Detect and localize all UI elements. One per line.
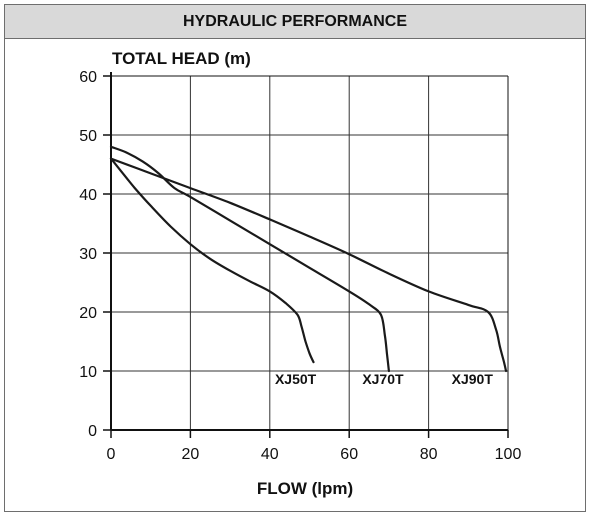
y-tick-label: 50: [79, 128, 97, 145]
y-tick-label: 20: [79, 305, 97, 322]
x-tick-label: 40: [261, 446, 279, 463]
series-lines: [109, 145, 508, 373]
x-tick-label: 20: [182, 446, 200, 463]
series-line-xj70t: [109, 145, 390, 373]
y-tick-label: 10: [79, 364, 97, 381]
y-tick-label: 40: [79, 187, 97, 204]
x-tick-label: 80: [420, 446, 438, 463]
curve-label-xj50t: XJ50T: [275, 371, 317, 387]
x-axis-title: FLOW (lpm): [257, 479, 353, 498]
x-tick-label: 60: [340, 446, 358, 463]
y-tick-label: 60: [79, 69, 97, 86]
x-tick-label: 100: [495, 446, 522, 463]
tick-labels: 0 20 40 60 80 100 0 10 20 30 40 50 60: [79, 69, 521, 463]
curve-labels: XJ50T XJ70T XJ90T: [275, 371, 493, 387]
y-tick-label: 30: [79, 246, 97, 263]
y-axis-title: TOTAL HEAD (m): [112, 49, 251, 68]
axes: [103, 72, 509, 438]
chart-header: HYDRAULIC PERFORMANCE: [5, 5, 585, 39]
chart-panel: HYDRAULIC PERFORMANCE: [4, 4, 586, 512]
x-tick-label: 0: [107, 446, 116, 463]
y-tick-label: 0: [88, 423, 97, 440]
series-line-xj90t: [109, 157, 508, 373]
curve-label-xj70t: XJ70T: [362, 371, 404, 387]
series-line-xj50t: [109, 157, 315, 364]
curve-label-xj90t: XJ90T: [452, 371, 494, 387]
